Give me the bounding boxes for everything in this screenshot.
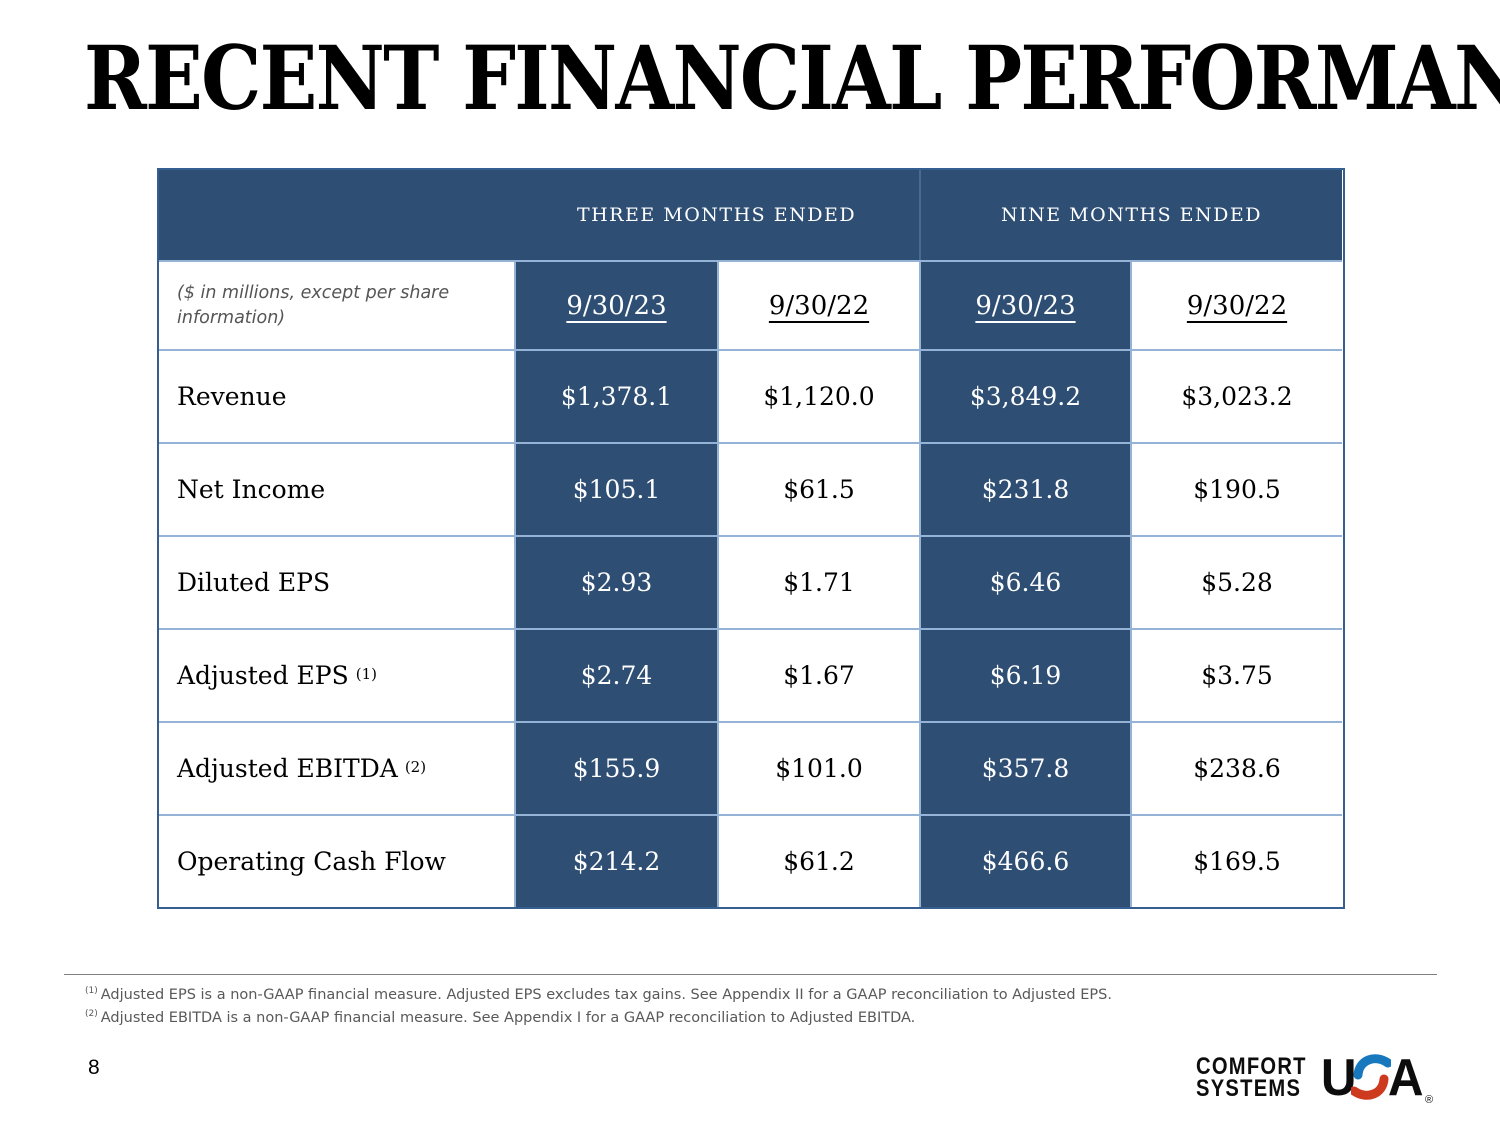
value-cell: $155.9 <box>514 721 717 814</box>
footnote-text: Adjusted EPS is a non-GAAP financial mea… <box>100 987 1112 1003</box>
value-cell: $1.67 <box>717 628 919 721</box>
value-cell: $2.93 <box>514 535 717 628</box>
value-cell: $3,849.2 <box>919 349 1130 442</box>
row-label-adjusted-eps: Adjusted EPS (1) <box>159 628 514 721</box>
value-cell: $214.2 <box>514 814 717 907</box>
footnote-sup: (2) <box>85 1009 98 1020</box>
value-cell: $190.5 <box>1130 442 1342 535</box>
footnote-text: Adjusted EBITDA is a non-GAAP financial … <box>100 1010 916 1027</box>
footnote-2: (2) Adjusted EBITDA is a non-GAAP financi… <box>85 1007 1112 1030</box>
footnote-divider <box>64 974 1437 975</box>
row-label-sup: (1) <box>355 664 377 683</box>
value-cell: $231.8 <box>919 442 1130 535</box>
value-cell: $105.1 <box>514 442 717 535</box>
column-header-3mo-2022: 9/30/22 <box>717 260 919 349</box>
value-cell: $5.28 <box>1130 535 1342 628</box>
unit-note: ($ in millions, except per share informa… <box>159 260 514 349</box>
row-label-text: Diluted EPS <box>177 568 331 597</box>
value-cell: $3,023.2 <box>1130 349 1342 442</box>
value-cell: $6.46 <box>919 535 1130 628</box>
footnote-1: (1) Adjusted EPS is a non-GAAP financial … <box>85 984 1112 1007</box>
row-label-diluted-eps: Diluted EPS <box>159 535 514 628</box>
comfort-systems-usa-logo: COMFORT SYSTEMS U A ® <box>1196 1049 1434 1107</box>
value-cell: $61.2 <box>717 814 919 907</box>
column-header-9mo-2022: 9/30/22 <box>1130 260 1342 349</box>
row-label-text: Net Income <box>177 475 326 504</box>
logo-letter-u: U <box>1320 1049 1357 1107</box>
value-cell: $238.6 <box>1130 721 1342 814</box>
registered-trademark: ® <box>1424 1094 1434 1106</box>
column-header-3mo-2023: 9/30/23 <box>514 260 717 349</box>
value-cell: $1,378.1 <box>514 349 717 442</box>
table-header-nine-months: NINE MONTHS ENDED <box>919 170 1342 260</box>
financial-table: THREE MONTHS ENDED NINE MONTHS ENDED ($ … <box>157 168 1345 909</box>
row-label-text: Adjusted EPS <box>177 661 349 690</box>
row-label-text: Adjusted EBITDA <box>177 754 398 783</box>
value-cell: $101.0 <box>717 721 919 814</box>
page-title: RECENT FINANCIAL PERFORMANCE <box>84 26 1500 130</box>
footnote-sup: (1) <box>85 986 98 997</box>
row-label-adjusted-ebitda: Adjusted EBITDA (2) <box>159 721 514 814</box>
row-label-revenue: Revenue <box>159 349 514 442</box>
page-number: 8 <box>88 1056 100 1079</box>
column-header-9mo-2023: 9/30/23 <box>919 260 1130 349</box>
logo-line-comfort: COMFORT <box>1196 1052 1307 1080</box>
value-cell: $357.8 <box>919 721 1130 814</box>
value-cell: $169.5 <box>1130 814 1342 907</box>
row-label-text: Revenue <box>177 382 287 411</box>
row-label-operating-cash-flow: Operating Cash Flow <box>159 814 514 907</box>
value-cell: $1,120.0 <box>717 349 919 442</box>
value-cell: $466.6 <box>919 814 1130 907</box>
logo-usa: U A ® <box>1320 1049 1434 1107</box>
value-cell: $2.74 <box>514 628 717 721</box>
value-cell: $6.19 <box>919 628 1130 721</box>
table-header-corner <box>159 170 514 260</box>
row-label-text: Operating Cash Flow <box>177 847 446 876</box>
value-cell: $1.71 <box>717 535 919 628</box>
value-cell: $61.5 <box>717 442 919 535</box>
row-label-net-income: Net Income <box>159 442 514 535</box>
swirl-s-icon <box>1351 1054 1392 1100</box>
logo-wordmark: COMFORT SYSTEMS <box>1196 1052 1307 1102</box>
logo-letter-a: A <box>1388 1049 1424 1107</box>
footnotes: (1) Adjusted EPS is a non-GAAP financial … <box>85 984 1112 1030</box>
row-label-sup: (2) <box>404 757 427 776</box>
value-cell: $3.75 <box>1130 628 1342 721</box>
table-header-three-months: THREE MONTHS ENDED <box>514 170 919 260</box>
logo-line-systems: SYSTEMS <box>1196 1075 1302 1102</box>
